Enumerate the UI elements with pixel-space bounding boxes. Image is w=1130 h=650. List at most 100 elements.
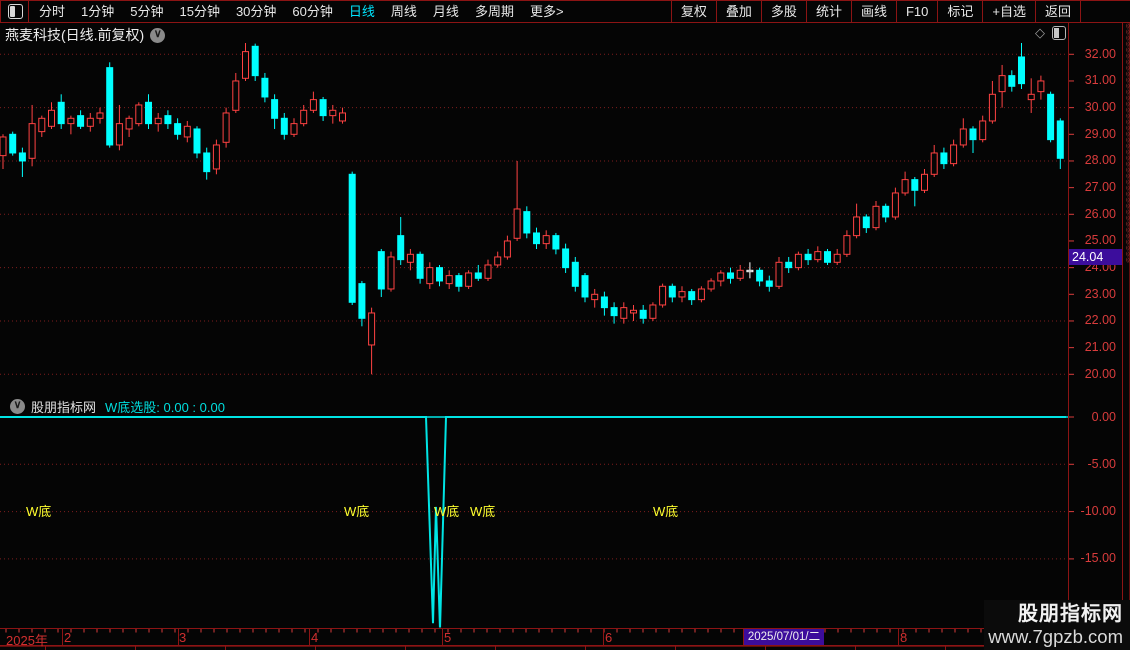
candle — [717, 272, 725, 282]
toolbar-button-画线[interactable]: 画线 — [850, 1, 896, 22]
watermark-url: www.7gpzb.com — [988, 626, 1123, 647]
toolbar-button-+自选[interactable]: +自选 — [982, 1, 1035, 22]
right-edge-marks: 巛巛巛巛巛巛巛巛巛巛巛巛巛巛巛巛巛巛巛巛巛巛巛巛巛巛巛巛巛巛巛巛巛巛巛巛巛巛巛巛 — [1124, 23, 1130, 263]
toolbar-button-返回[interactable]: 返回 — [1034, 1, 1081, 22]
candle — [513, 208, 521, 239]
candle — [824, 251, 831, 263]
candle — [503, 240, 511, 258]
candle — [115, 123, 123, 146]
period-tab-15分钟[interactable]: 15分钟 — [179, 4, 220, 19]
period-tab-分时[interactable]: 分时 — [39, 4, 66, 19]
period-tab-多周期[interactable]: 多周期 — [474, 4, 514, 19]
candle — [862, 216, 870, 229]
price-label: 28.00 — [1084, 153, 1116, 168]
period-tab-5分钟[interactable]: 5分钟 — [130, 4, 164, 19]
candle — [668, 285, 676, 298]
candle — [901, 179, 909, 194]
candle — [232, 80, 240, 111]
w-bottom-signal-label: W底 — [470, 504, 496, 519]
toolbar-button-叠加[interactable]: 叠加 — [715, 1, 761, 22]
candle — [630, 309, 637, 314]
candle — [746, 269, 754, 273]
candle — [368, 312, 376, 346]
price-label: 22.00 — [1084, 313, 1116, 328]
candle — [387, 256, 395, 290]
candle — [775, 261, 783, 287]
candle — [688, 291, 696, 301]
diamond-icon[interactable]: ◇ — [1035, 25, 1045, 40]
candle — [406, 253, 414, 263]
candle — [48, 109, 55, 127]
candle — [833, 253, 841, 263]
candle — [319, 99, 327, 117]
candle — [1047, 93, 1055, 141]
candle — [77, 115, 85, 127]
toolbar-button-标记[interactable]: 标记 — [937, 1, 982, 22]
candle — [445, 275, 453, 285]
price-label: 21.00 — [1084, 340, 1116, 355]
candle — [436, 267, 443, 282]
candle — [290, 123, 298, 135]
indicator-axis-label: -5.00 — [1087, 456, 1117, 471]
stock-title-row: 燕麦科技(日线.前复权) ∨ — [5, 25, 166, 45]
candle — [242, 51, 249, 79]
candle — [979, 120, 987, 141]
candle — [1018, 56, 1025, 85]
toolbar-button-F10[interactable]: F10 — [895, 1, 937, 22]
candle — [125, 117, 133, 130]
candle — [552, 235, 560, 250]
toolbar-button-复权[interactable]: 复权 — [670, 1, 716, 22]
candle — [455, 275, 463, 287]
candle — [523, 211, 531, 234]
candle — [940, 152, 948, 165]
candle — [765, 280, 773, 287]
w-bottom-signal-label: W底 — [653, 504, 679, 519]
candle — [620, 307, 628, 319]
candle — [494, 256, 502, 266]
candle — [533, 232, 540, 245]
period-tab-1分钟[interactable]: 1分钟 — [81, 4, 115, 19]
candle — [174, 123, 182, 135]
period-tab-日线[interactable]: 日线 — [348, 4, 375, 19]
candle — [600, 296, 608, 309]
panel-toggle-icon[interactable] — [1052, 26, 1066, 40]
period-tab-30分钟[interactable]: 30分钟 — [235, 4, 277, 19]
candle — [358, 283, 366, 319]
candle — [872, 205, 880, 229]
candle — [474, 272, 482, 279]
indicator-title: W底选股: 0.00 : 0.00 — [105, 400, 225, 415]
indicator-axis-label: -15.00 — [1080, 551, 1116, 566]
toolbar-button-统计[interactable]: 统计 — [805, 1, 851, 22]
indicator-header: ∨ 股朋指标网 W底选股: 0.00 : 0.00 — [4, 397, 225, 416]
period-tab-周线[interactable]: 周线 — [390, 4, 417, 19]
candle — [96, 112, 104, 119]
period-tab-60分钟[interactable]: 60分钟 — [292, 4, 333, 19]
candle — [814, 251, 822, 261]
indicator-chevron-icon[interactable]: ∨ — [10, 399, 25, 414]
candle — [183, 125, 191, 138]
candle — [959, 128, 967, 146]
candle — [57, 101, 65, 125]
candle — [261, 77, 269, 98]
candle — [1056, 120, 1064, 159]
price-label: 30.00 — [1084, 100, 1116, 115]
price-label: 27.00 — [1084, 180, 1116, 195]
w-bottom-signal-label: W底 — [434, 504, 460, 519]
period-tab-月线[interactable]: 月线 — [432, 4, 459, 19]
candle — [222, 112, 230, 143]
price-label: 32.00 — [1084, 46, 1116, 61]
layout-toggle-icon[interactable] — [8, 4, 23, 19]
period-tab-更多>[interactable]: 更多> — [529, 4, 564, 19]
candle — [882, 205, 890, 218]
candle — [727, 272, 734, 279]
chevron-down-icon[interactable]: ∨ — [150, 27, 166, 43]
candle — [377, 251, 385, 290]
toolbar-button-多股[interactable]: 多股 — [760, 1, 806, 22]
candle — [212, 144, 220, 170]
candle — [164, 115, 172, 125]
date-label: 8 — [900, 630, 908, 645]
watermark-title: 股朋指标网 — [1018, 603, 1123, 625]
right-edge-strip: 巛巛巛巛巛巛巛巛巛巛巛巛巛巛巛巛巛巛巛巛巛巛巛巛巛巛巛巛巛巛巛巛巛巛巛巛巛巛巛巛 — [1123, 23, 1130, 628]
candle — [1037, 80, 1045, 93]
